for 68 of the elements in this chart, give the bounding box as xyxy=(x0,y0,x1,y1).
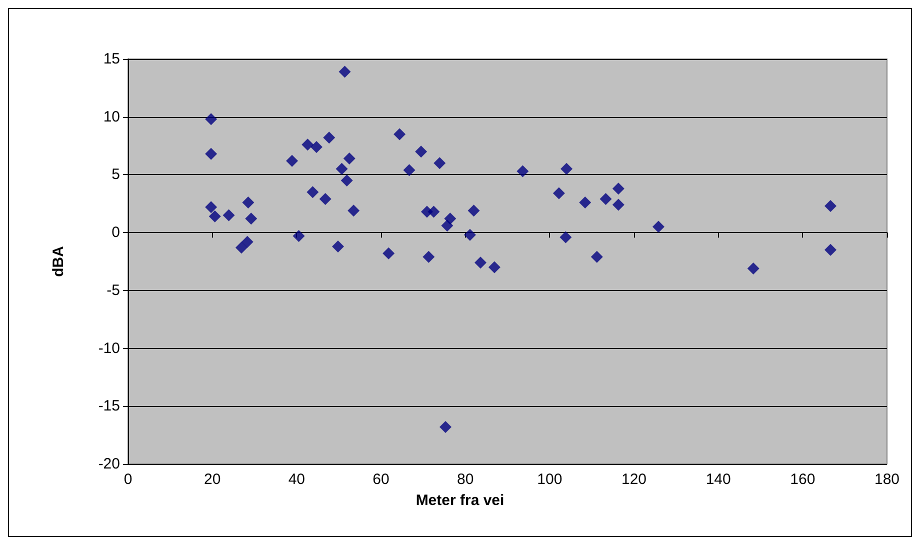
point xyxy=(319,193,332,206)
point xyxy=(310,140,322,153)
point xyxy=(343,152,356,165)
y-tick-label: 0 xyxy=(112,224,120,242)
point xyxy=(652,220,664,233)
point xyxy=(306,186,319,198)
point xyxy=(434,157,446,170)
point xyxy=(428,206,440,218)
y-tick-label: 5 xyxy=(112,166,120,184)
x-tick-label: 100 xyxy=(537,471,562,488)
y-tick-label: -20 xyxy=(98,456,120,472)
x-tick-label: 160 xyxy=(790,471,816,488)
point xyxy=(747,262,760,274)
point xyxy=(348,204,360,217)
point xyxy=(302,138,314,151)
x-tick-label: 140 xyxy=(706,471,731,488)
point xyxy=(440,420,452,433)
y-tick-label: 15 xyxy=(103,50,120,68)
point xyxy=(415,146,428,158)
point xyxy=(441,220,454,232)
point xyxy=(422,250,435,263)
x-tick-label: 60 xyxy=(372,471,390,488)
point xyxy=(516,165,529,178)
point xyxy=(579,196,592,208)
y-tick-label: -10 xyxy=(98,340,120,357)
point xyxy=(286,154,298,167)
point xyxy=(403,164,416,176)
point xyxy=(205,148,218,160)
point xyxy=(600,193,612,206)
point xyxy=(323,132,336,144)
y-axis-title: dBA xyxy=(50,246,67,277)
point xyxy=(612,182,624,195)
x-tick-label: 120 xyxy=(621,471,647,488)
x-tick-label: 0 xyxy=(124,471,132,488)
point xyxy=(205,113,218,126)
point xyxy=(245,212,258,225)
point xyxy=(560,231,572,244)
point xyxy=(464,228,476,241)
x-tick-label: 80 xyxy=(456,471,474,488)
point xyxy=(552,187,565,200)
x-tick-label: 180 xyxy=(874,471,900,488)
point xyxy=(292,230,305,242)
x-tick-label: 40 xyxy=(288,471,306,488)
point xyxy=(824,200,836,212)
point xyxy=(590,250,603,263)
point xyxy=(336,162,348,175)
point xyxy=(340,174,353,186)
y-tick-label: -5 xyxy=(106,282,120,299)
point xyxy=(394,128,406,140)
point xyxy=(612,198,624,211)
point xyxy=(241,236,254,248)
point xyxy=(208,210,221,222)
y-tick-label: -15 xyxy=(98,398,120,415)
point xyxy=(382,247,395,260)
point xyxy=(488,261,500,274)
point xyxy=(560,162,573,175)
point xyxy=(222,209,235,222)
point xyxy=(474,256,487,269)
point xyxy=(235,242,248,254)
x-tick-label: 20 xyxy=(204,471,221,488)
point xyxy=(242,196,254,208)
point xyxy=(205,201,218,214)
y-tick-label: 10 xyxy=(103,108,120,126)
point xyxy=(338,66,351,78)
point xyxy=(468,204,480,217)
point xyxy=(824,244,836,256)
x-axis-title: Meter fra vei xyxy=(416,492,504,509)
point xyxy=(332,240,344,252)
